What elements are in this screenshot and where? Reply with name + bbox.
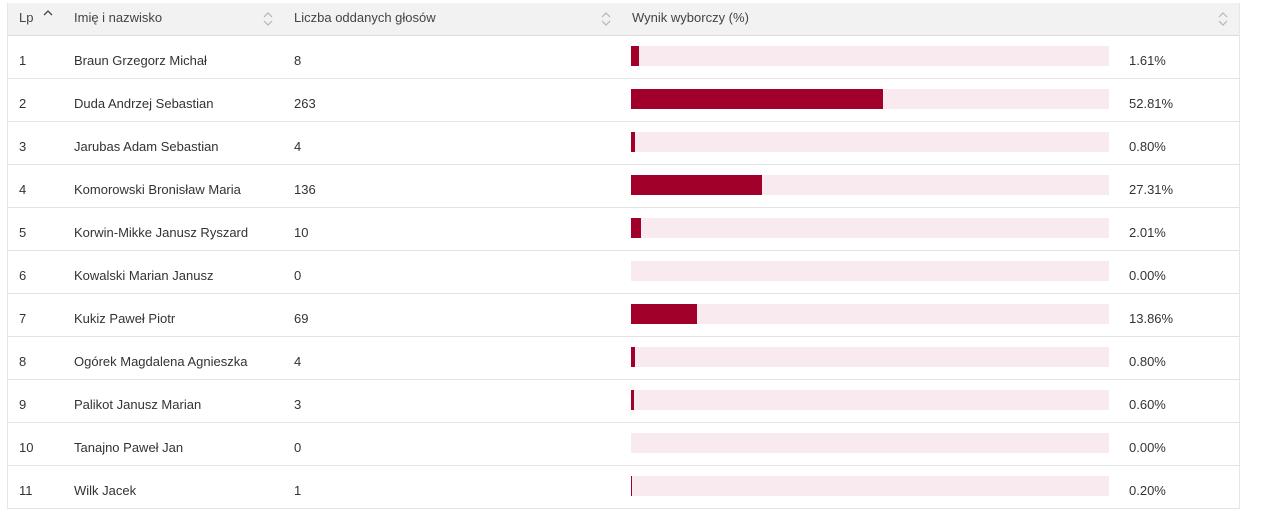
header-lp-label: Lp (19, 10, 34, 25)
row-votes: 1 (294, 483, 302, 498)
sort-both-icon[interactable] (601, 11, 611, 27)
table-header: Lp Imię i nazwisko Liczba oddanych głosó… (8, 3, 1239, 36)
result-bar-fill (631, 132, 635, 152)
row-name: Kukiz Paweł Piotr (74, 311, 176, 326)
row-percent: 0.80% (1129, 139, 1166, 154)
table-row: 8 Ogórek Magdalena Agnieszka 4 0.80% (8, 337, 1239, 380)
row-name: Jarubas Adam Sebastian (74, 139, 219, 154)
table-row: 6 Kowalski Marian Janusz 0 0.00% (8, 251, 1239, 294)
row-lp: 5 (19, 225, 27, 240)
row-name: Komorowski Bronisław Maria (74, 182, 241, 197)
result-bar-track (631, 347, 1109, 367)
row-lp: 2 (19, 96, 27, 111)
row-lp: 3 (19, 139, 27, 154)
header-lp[interactable]: Lp (19, 3, 33, 35)
results-table: Lp Imię i nazwisko Liczba oddanych głosó… (7, 3, 1240, 509)
table-row: 7 Kukiz Paweł Piotr 69 13.86% (8, 294, 1239, 337)
row-name: Palikot Janusz Marian (74, 397, 202, 412)
table-row: 5 Korwin-Mikke Janusz Ryszard 10 2.01% (8, 208, 1239, 251)
row-votes: 263 (294, 96, 316, 111)
result-bar-track (631, 46, 1109, 66)
result-bar-track (631, 218, 1109, 238)
row-lp: 8 (19, 354, 27, 369)
table-row: 1 Braun Grzegorz Michał 8 1.61% (8, 36, 1239, 79)
table-row: 4 Komorowski Bronisław Maria 136 27.31% (8, 165, 1239, 208)
row-votes: 8 (294, 53, 302, 68)
header-votes-label: Liczba oddanych głosów (294, 10, 436, 25)
row-percent: 27.31% (1129, 182, 1174, 197)
row-percent: 2.01% (1129, 225, 1166, 240)
row-name: Ogórek Magdalena Agnieszka (74, 354, 248, 369)
result-bar-fill (631, 347, 635, 367)
result-bar-track (631, 175, 1109, 195)
row-name: Duda Andrzej Sebastian (74, 96, 214, 111)
row-lp: 6 (19, 268, 27, 283)
result-bar-fill (631, 46, 639, 66)
sort-ascending-icon[interactable] (43, 8, 53, 24)
result-bar-fill (631, 304, 698, 324)
row-percent: 1.61% (1129, 53, 1166, 68)
table-row: 10 Tanajno Paweł Jan 0 0.00% (8, 423, 1239, 466)
result-bar-fill (631, 218, 641, 238)
result-bar-track (631, 132, 1109, 152)
table-row: 11 Wilk Jacek 1 0.20% (8, 466, 1239, 509)
row-lp: 4 (19, 182, 27, 197)
header-result[interactable]: Wynik wyborczy (%) (632, 3, 749, 35)
table-row: 2 Duda Andrzej Sebastian 263 52.81% (8, 79, 1239, 122)
row-percent: 0.20% (1129, 483, 1166, 498)
row-votes: 4 (294, 354, 302, 369)
row-lp: 7 (19, 311, 27, 326)
result-bar-fill (631, 175, 762, 195)
result-bar-fill (631, 390, 634, 410)
row-votes: 4 (294, 139, 302, 154)
row-name: Kowalski Marian Janusz (74, 268, 214, 283)
row-votes: 0 (294, 268, 302, 283)
result-bar-track (631, 476, 1109, 496)
row-lp: 10 (19, 440, 34, 455)
row-percent: 52.81% (1129, 96, 1174, 111)
row-votes: 10 (294, 225, 309, 240)
row-votes: 69 (294, 311, 309, 326)
row-name: Tanajno Paweł Jan (74, 440, 184, 455)
result-bar-track (631, 89, 1109, 109)
row-name: Korwin-Mikke Janusz Ryszard (74, 225, 249, 240)
row-percent: 13.86% (1129, 311, 1174, 326)
row-percent: 0.00% (1129, 268, 1166, 283)
row-votes: 0 (294, 440, 302, 455)
row-percent: 0.00% (1129, 440, 1166, 455)
result-bar-fill (631, 89, 884, 109)
row-votes: 3 (294, 397, 302, 412)
row-percent: 0.80% (1129, 354, 1166, 369)
row-votes: 136 (294, 182, 316, 197)
header-votes[interactable]: Liczba oddanych głosów (294, 3, 436, 35)
row-name: Wilk Jacek (74, 483, 137, 498)
row-percent: 0.60% (1129, 397, 1166, 412)
sort-both-icon[interactable] (263, 11, 273, 27)
row-lp: 1 (19, 53, 27, 68)
table-body: 1 Braun Grzegorz Michał 8 1.61% 2 Duda A… (8, 36, 1239, 509)
result-bar-track (631, 390, 1109, 410)
header-name[interactable]: Imię i nazwisko (74, 3, 162, 35)
header-result-label: Wynik wyborczy (%) (632, 10, 749, 25)
result-bar-track (631, 261, 1109, 281)
result-bar-fill (631, 476, 632, 496)
row-name: Braun Grzegorz Michał (74, 53, 207, 68)
row-lp: 11 (19, 483, 33, 498)
row-lp: 9 (19, 397, 27, 412)
result-bar-track (631, 433, 1109, 453)
table-row: 9 Palikot Janusz Marian 3 0.60% (8, 380, 1239, 423)
table-row: 3 Jarubas Adam Sebastian 4 0.80% (8, 122, 1239, 165)
sort-both-icon[interactable] (1218, 11, 1228, 27)
result-bar-track (631, 304, 1109, 324)
header-name-label: Imię i nazwisko (74, 10, 163, 25)
